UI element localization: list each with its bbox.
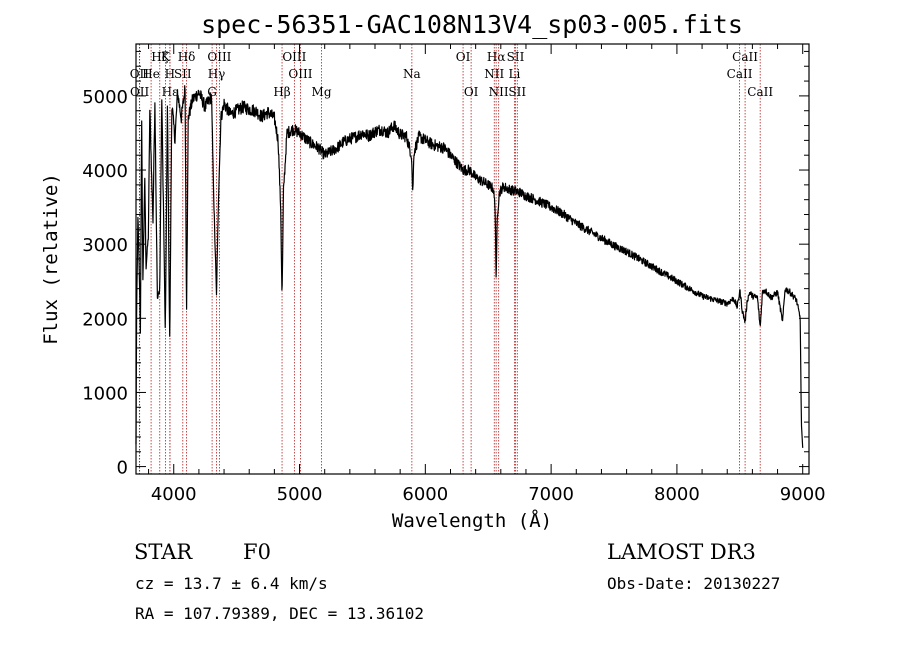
x-tick-label: 5000	[277, 484, 323, 505]
line-marker-label: OI	[456, 50, 471, 64]
chart-title: spec-56351-GAC108N13V4_sp03-005.fits	[201, 10, 743, 39]
object-subclass: F0	[243, 540, 271, 564]
y-tick-label: 4000	[82, 161, 128, 182]
line-marker-label: CaII	[727, 67, 753, 81]
line-marker-label: SII	[174, 67, 192, 81]
line-marker-label: Hδ	[178, 50, 196, 64]
line-marker-label: CaII	[732, 50, 758, 64]
line-marker-label: Hγ	[208, 67, 226, 81]
redshift-velocity: cz = 13.7 ± 6.4 km/s	[135, 574, 328, 593]
x-tick-label: 7000	[528, 484, 574, 505]
plot-frame	[135, 43, 810, 475]
y-tick-label: 5000	[82, 87, 128, 108]
x-tick-label: 6000	[402, 484, 448, 505]
line-marker-label: OIII	[207, 50, 231, 64]
line-marker-label: NII	[484, 67, 504, 81]
axis-ticks: 4000 5000 6000 7000 8000 9000 0 1000 2000 3000 400…	[82, 44, 826, 505]
line-marker-label: Na	[403, 67, 421, 81]
survey-name: LAMOST DR3	[607, 540, 756, 564]
spectrum-chart: spec-56351-GAC108N13V4_sp03-005.fits Hζ O…	[40, 10, 826, 532]
x-tick-label: 8000	[654, 484, 700, 505]
line-marker-label: OIII	[282, 50, 306, 64]
line-marker-label: SII	[508, 85, 526, 99]
object-class: STAR	[134, 540, 193, 564]
spectrum-line	[135, 85, 804, 448]
y-tick-label: 1000	[82, 383, 128, 404]
line-marker-label: SII	[507, 50, 525, 64]
y-tick-label: 0	[117, 458, 128, 479]
line-marker-label: OII	[130, 85, 150, 99]
line-marker-label: OIII	[288, 67, 312, 81]
y-tick-label: 2000	[82, 309, 128, 330]
y-axis-label: Flux (relative)	[40, 173, 62, 345]
line-marker-label: NII	[489, 85, 509, 99]
line-marker-label: Mg	[312, 85, 332, 99]
line-marker-label: K	[161, 50, 171, 64]
y-tick-label: 3000	[82, 235, 128, 256]
coordinates: RA = 107.79389, DEC = 13.36102	[135, 604, 424, 623]
line-marker-label: Hα	[487, 50, 506, 64]
line-marker-label: Hζ	[151, 50, 168, 64]
line-marker-label: Li	[508, 67, 520, 81]
x-tick-label: 4000	[151, 484, 197, 505]
x-tick-label: 9000	[780, 484, 826, 505]
line-marker-label: G	[207, 85, 217, 99]
line-marker-label: OI	[464, 85, 479, 99]
line-marker-label: CaII	[747, 85, 773, 99]
line-marker-label: He	[142, 67, 160, 81]
line-marker-label: H	[165, 67, 175, 81]
x-axis-label: Wavelength (Å)	[392, 509, 552, 532]
line-marker-label: Hβ	[273, 85, 290, 99]
observation-date: Obs-Date: 20130227	[607, 574, 781, 593]
